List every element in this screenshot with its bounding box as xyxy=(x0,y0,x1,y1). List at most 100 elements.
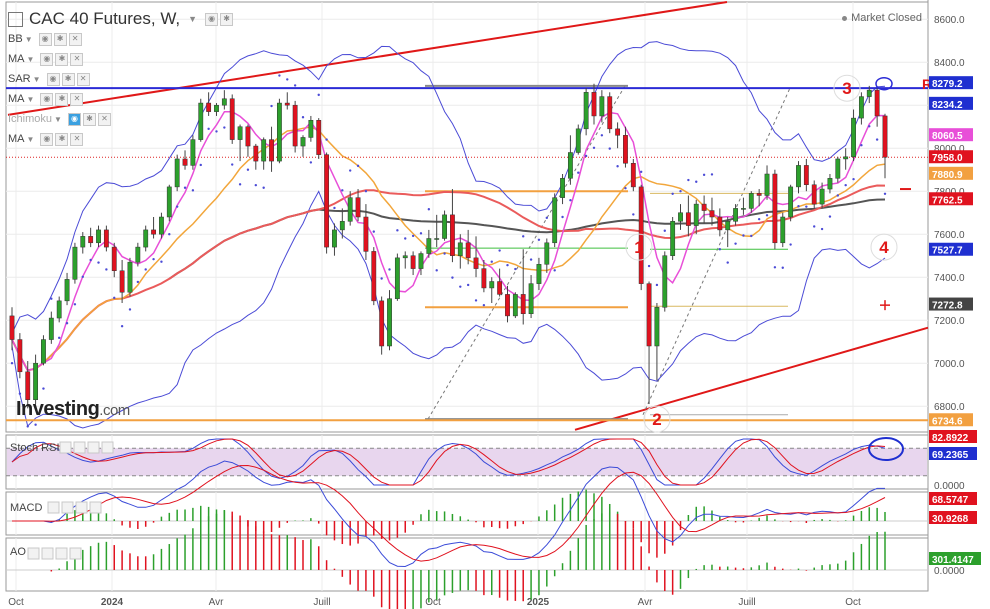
sar-dot-56 xyxy=(451,276,454,279)
eye-icon[interactable]: ◉ xyxy=(205,12,219,26)
chevron-down-icon[interactable]: ▼ xyxy=(32,74,41,84)
eye-icon[interactable]: ◉ xyxy=(38,32,52,46)
indicator-ichimoku-4[interactable]: Ichimoku ▼ ◉ ✱ ✕ xyxy=(8,111,111,127)
candle-body-36 xyxy=(292,104,298,147)
chevron-down-icon[interactable]: ▼ xyxy=(26,94,35,104)
gear-icon[interactable]: ✱ xyxy=(55,132,69,146)
candle-body-60 xyxy=(481,268,487,289)
candle-body-75 xyxy=(599,96,605,117)
candle-body-30 xyxy=(245,126,251,147)
indicator-ma-5[interactable]: MA ▼ ◉ ✱ ✕ xyxy=(8,131,84,147)
logo-main: Investing xyxy=(16,398,100,420)
candle-body-53 xyxy=(426,238,432,254)
candle-body-56 xyxy=(450,214,455,256)
sar-dot-57 xyxy=(459,285,462,288)
chart-title: CAC 40 Futures, W, xyxy=(29,9,181,28)
gear-icon[interactable]: ✱ xyxy=(55,52,69,66)
candle-body-3 xyxy=(33,362,39,401)
sar-dot-88 xyxy=(702,173,706,177)
sar-dot-38 xyxy=(309,161,313,164)
sar-dot-12 xyxy=(105,268,108,271)
candle-body-64 xyxy=(512,294,518,317)
chevron-down-icon[interactable]: ▼ xyxy=(54,114,62,124)
panel-btn-1-1 xyxy=(61,501,74,514)
candle-body-1 xyxy=(17,339,23,373)
candle-body-71 xyxy=(567,152,573,179)
sar-dot-21 xyxy=(175,205,179,208)
sar-dot-108 xyxy=(860,143,863,147)
sar-dot-89 xyxy=(710,173,714,176)
market-status-label: Market Closed xyxy=(851,12,922,24)
price-label-6: 7527.7 xyxy=(932,246,963,257)
candle-body-76 xyxy=(607,96,613,130)
price-label-bg-7 xyxy=(929,297,973,311)
candle-body-23 xyxy=(190,139,196,166)
price-label-5: 7762.5 xyxy=(932,195,963,206)
sar-dot-24 xyxy=(199,163,202,167)
indicator-bb-0[interactable]: BB ▼ ◉ ✱ ✕ xyxy=(8,31,82,47)
macd-signal-line xyxy=(12,464,886,562)
indicator-sar-2[interactable]: SAR ▼ ◉ ✱ ✕ xyxy=(8,71,90,87)
sar-dot-68 xyxy=(545,216,549,220)
indicator-label: Ichimoku xyxy=(8,113,53,125)
collapse-square-icon[interactable] xyxy=(8,11,23,27)
candle-body-38 xyxy=(308,120,314,138)
indicator-ma-1[interactable]: MA ▼ ◉ ✱ ✕ xyxy=(8,51,84,67)
x-tick-label-3: Juill xyxy=(313,597,330,608)
candle-body-57 xyxy=(457,242,463,256)
fib-dashed-line-1 xyxy=(427,85,626,420)
y-tick-label-4: 7600.0 xyxy=(934,230,965,241)
close-icon[interactable]: ✕ xyxy=(68,32,82,46)
eye-icon[interactable]: ◉ xyxy=(46,72,60,86)
eye-icon[interactable]: ◉ xyxy=(40,52,54,66)
gear-icon[interactable]: ✱ xyxy=(82,112,96,126)
gear-icon[interactable]: ✱ xyxy=(220,12,234,26)
candle-body-97 xyxy=(772,173,778,244)
gear-icon[interactable]: ✱ xyxy=(61,72,75,86)
close-icon[interactable]: ✕ xyxy=(70,132,84,146)
candle-body-98 xyxy=(780,216,786,244)
stoch-value-bg-1 xyxy=(929,447,977,460)
candle-body-20 xyxy=(166,186,172,218)
sar-dot-16 xyxy=(136,280,140,284)
candle-body-51 xyxy=(410,255,416,269)
sar-dot-84 xyxy=(671,192,674,195)
sar-dot-32 xyxy=(262,186,265,189)
y-tick-label-1: 7000.0 xyxy=(934,359,965,370)
gear-icon[interactable]: ✱ xyxy=(53,32,67,46)
chevron-down-icon[interactable]: ▼ xyxy=(24,34,33,44)
candle-body-18 xyxy=(151,229,156,235)
candle-body-90 xyxy=(717,216,723,231)
candle-body-12 xyxy=(103,229,109,248)
stoch-value-bg-0 xyxy=(929,430,977,443)
sar-dot-90 xyxy=(718,248,722,251)
sar-dot-93 xyxy=(742,234,745,237)
close-icon[interactable]: ✕ xyxy=(97,112,111,126)
eye-icon[interactable]: ◉ xyxy=(40,132,54,146)
eye-icon[interactable]: ◉ xyxy=(40,92,54,106)
sar-dot-75 xyxy=(600,134,604,137)
panel-btn-1-2 xyxy=(75,501,88,514)
candle-body-80 xyxy=(638,186,644,284)
sar-dot-10 xyxy=(89,258,92,262)
sar-dot-106 xyxy=(844,183,847,187)
sar-dot-46 xyxy=(372,230,375,233)
candle-body-93 xyxy=(741,208,746,210)
eye-icon[interactable]: ◉ xyxy=(67,112,81,126)
sar-dot-110 xyxy=(875,138,879,141)
gear-icon[interactable]: ✱ xyxy=(55,92,69,106)
chevron-down-icon[interactable]: ▼ xyxy=(26,134,35,144)
chevron-down-icon[interactable]: ▼ xyxy=(26,54,35,64)
sar-dot-7 xyxy=(65,322,69,325)
chevron-down-icon[interactable]: ▼ xyxy=(188,14,198,24)
sar-dot-91 xyxy=(726,261,729,264)
close-icon[interactable]: ✕ xyxy=(76,72,90,86)
indicator-ma-3[interactable]: MA ▼ ◉ ✱ ✕ xyxy=(8,91,84,107)
close-icon[interactable]: ✕ xyxy=(70,52,84,66)
candle-body-100 xyxy=(796,165,801,188)
candle-body-74 xyxy=(591,92,597,117)
candle-body-15 xyxy=(127,261,133,293)
close-icon[interactable]: ✕ xyxy=(70,92,84,106)
